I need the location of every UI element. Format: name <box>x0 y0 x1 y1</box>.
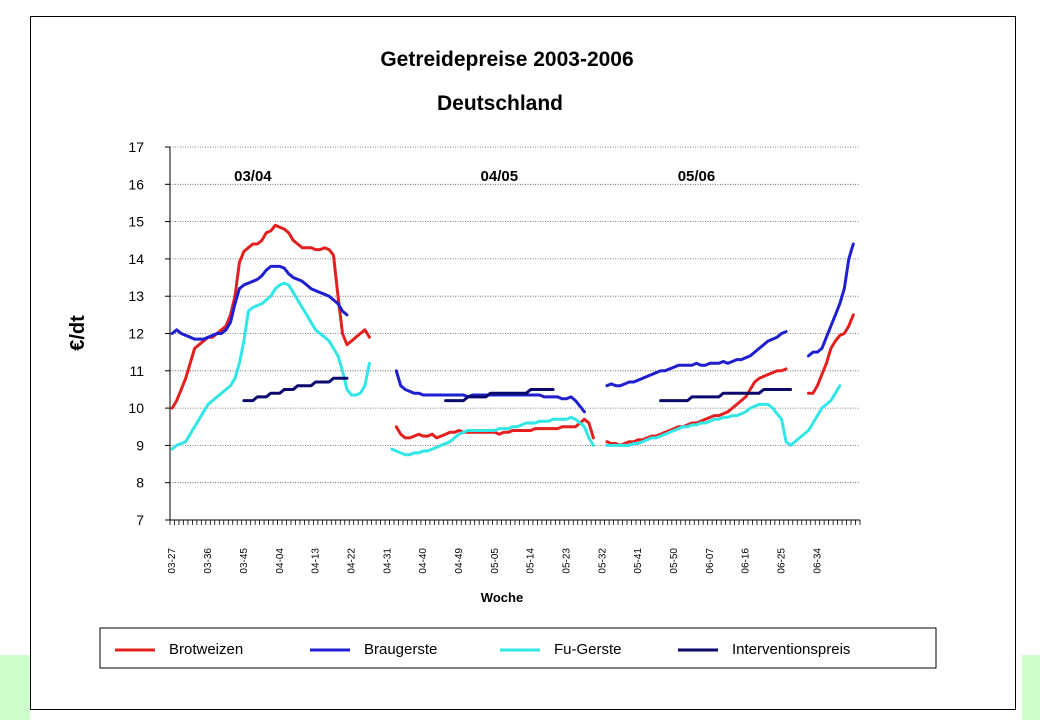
y-tick-label: 16 <box>128 176 144 192</box>
x-tick-label: 04-49 <box>454 548 465 574</box>
series-line <box>807 313 855 395</box>
y-tick-label: 10 <box>128 400 144 416</box>
x-tick-label: 06-07 <box>705 548 716 574</box>
x-tick-label: 05-14 <box>526 548 537 574</box>
season-label: 04/05 <box>481 168 519 185</box>
legend-label: Interventionspreis <box>732 641 850 658</box>
series-interventionspreis <box>242 376 793 403</box>
x-axis: 03-27 03-36 03-45 04-04 04-13 04-22 04-31 04-40… <box>167 519 861 574</box>
x-tick-label: 04-40 <box>418 548 429 574</box>
series-line <box>444 388 555 403</box>
y-tick-label: 17 <box>128 139 144 155</box>
x-tick-label: 06-16 <box>741 548 752 574</box>
series-fu-gerste <box>170 281 842 457</box>
x-tick-label: 03-45 <box>239 548 250 574</box>
y-tick-label: 15 <box>128 214 144 230</box>
x-tick-label: 03-27 <box>167 548 178 574</box>
series-line <box>170 264 349 341</box>
series-line <box>605 330 788 388</box>
gridlines <box>170 146 860 484</box>
x-tick-label: 04-04 <box>275 548 286 574</box>
y-tick-label: 7 <box>136 512 144 528</box>
y-tick-label: 12 <box>128 326 144 342</box>
x-tick-label: 06-25 <box>777 548 788 574</box>
series-line <box>605 367 788 447</box>
series-line <box>659 388 793 403</box>
chart-title: Getreidepreise 2003-2006 <box>380 48 633 71</box>
x-tick-label: 05-41 <box>633 548 644 574</box>
series-braugerste <box>170 242 855 414</box>
x-tick-label: 05-32 <box>597 548 608 574</box>
chart-subtitle: Deutschland <box>437 92 563 115</box>
legend-label: Fu-Gerste <box>554 641 622 658</box>
series-line <box>242 376 349 403</box>
x-tick-label: 03-36 <box>203 548 214 574</box>
green-band-right <box>1022 655 1040 720</box>
legend-label: Brotweizen <box>169 641 243 658</box>
series-line <box>170 281 371 451</box>
x-axis-title: Woche <box>481 590 523 605</box>
legend-box <box>99 627 937 669</box>
y-axis: 7 8 9 10 11 12 13 14 15 16 17 <box>128 139 171 528</box>
x-tick-label: 05-50 <box>669 548 680 574</box>
series-line <box>807 242 855 358</box>
green-band-left <box>0 655 30 720</box>
y-tick-label: 8 <box>136 475 144 491</box>
season-label: 05/06 <box>678 168 716 185</box>
x-tick-label: 04-31 <box>382 548 393 574</box>
series-line <box>605 384 842 447</box>
x-tick-label: 05-05 <box>490 548 501 574</box>
season-labels: 03/04 04/05 05/06 <box>234 168 715 185</box>
y-axis-title: €/dt <box>67 315 89 351</box>
legend: Brotweizen Braugerste Fu-Gerste Interventio… <box>115 641 850 658</box>
y-tick-label: 14 <box>128 251 144 267</box>
x-tick-label: 06-34 <box>812 548 823 574</box>
x-tick-label: 04-13 <box>311 548 322 574</box>
x-tick-label: 05-23 <box>562 548 573 574</box>
legend-label: Braugerste <box>364 641 437 658</box>
y-tick-label: 11 <box>129 363 144 379</box>
season-label: 03/04 <box>234 168 272 185</box>
y-tick-label: 9 <box>136 437 144 453</box>
x-tick-label: 04-22 <box>346 548 357 574</box>
series-line <box>394 417 595 440</box>
y-tick-label: 13 <box>128 288 144 304</box>
series-lines <box>170 223 855 457</box>
series-line <box>390 415 595 457</box>
